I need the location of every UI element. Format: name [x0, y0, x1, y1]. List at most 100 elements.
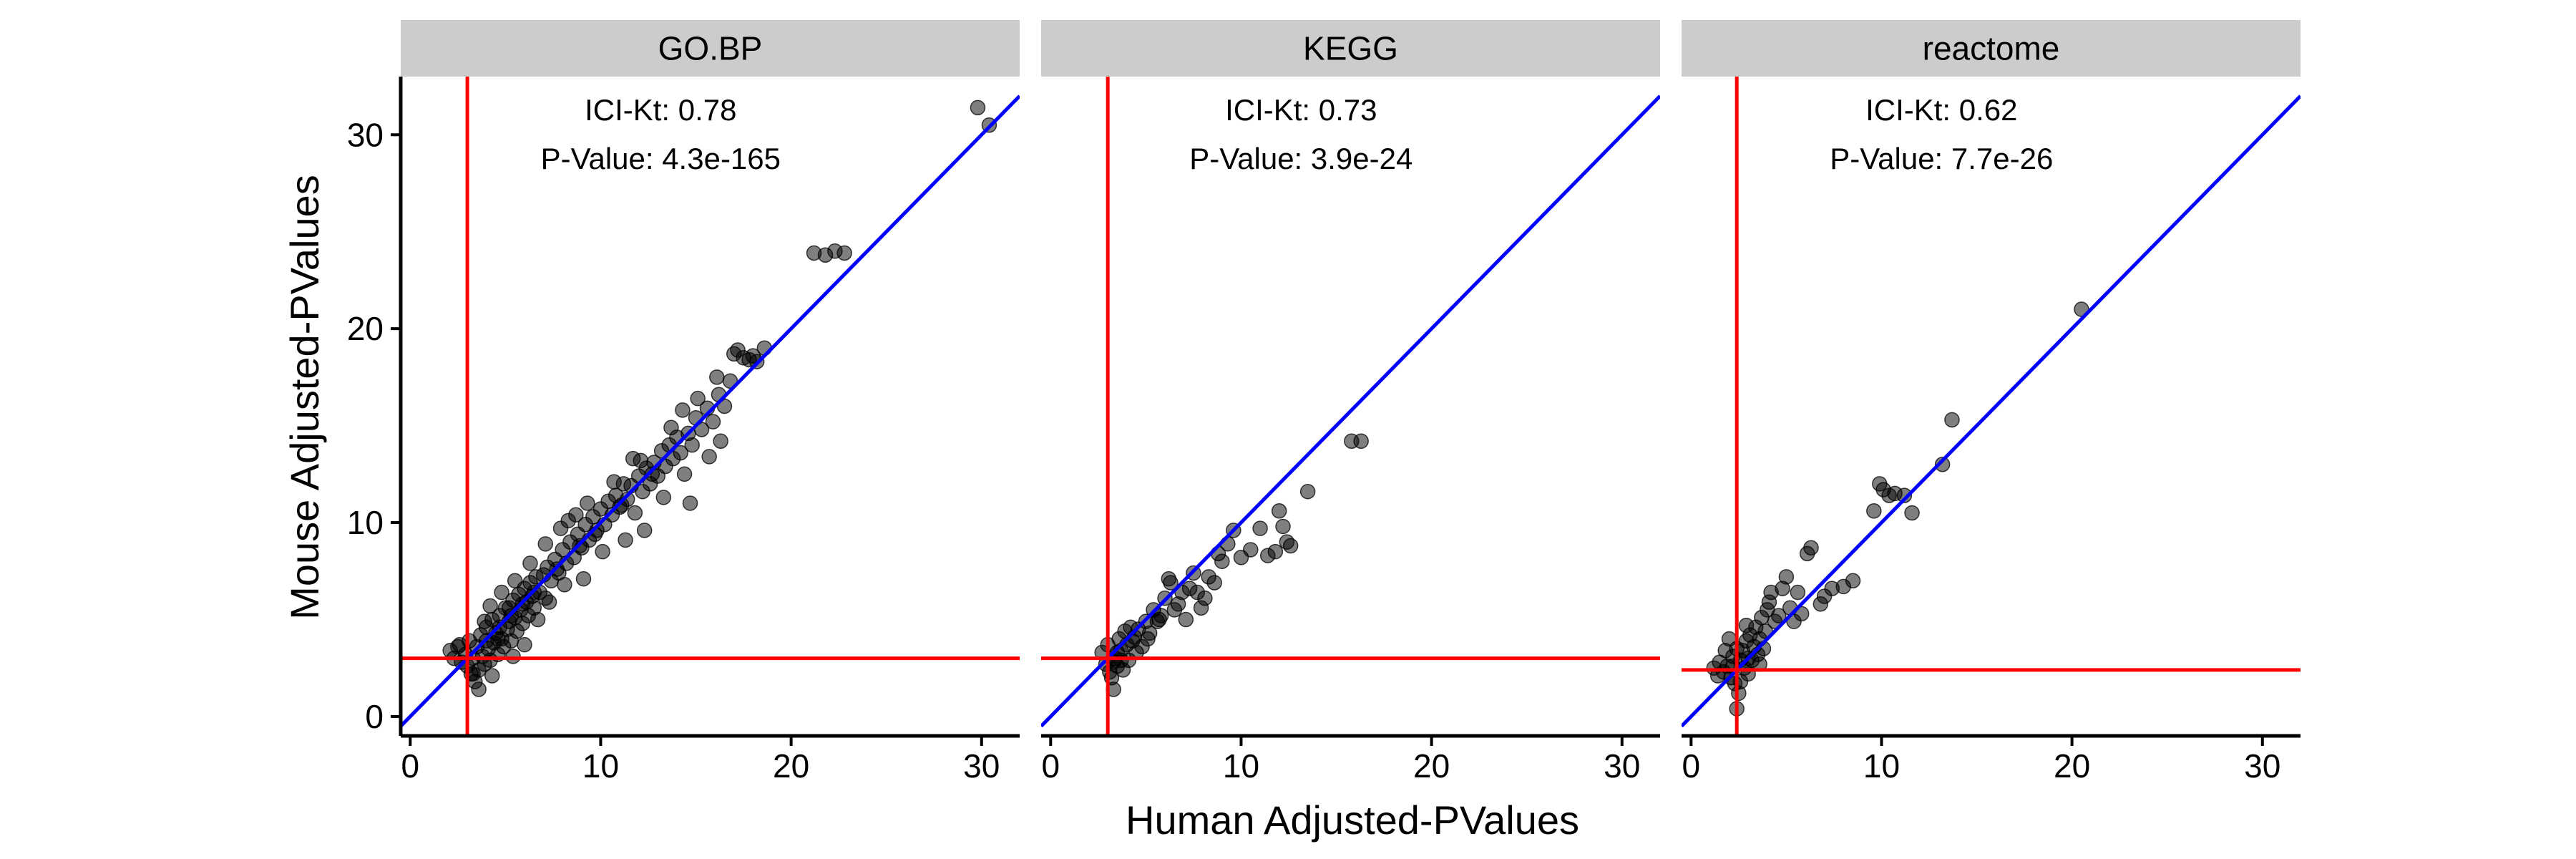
data-point: [1282, 538, 1299, 554]
data-point: [452, 636, 468, 653]
data-point: [1770, 608, 1787, 623]
data-point: [1803, 540, 1819, 555]
data-point: [1299, 483, 1316, 500]
data-point: [1738, 617, 1755, 634]
annotation-pvalue: P-Value: 3.9e-24: [1189, 142, 1413, 175]
data-point: [1866, 503, 1882, 519]
data-point: [673, 445, 688, 461]
data-point: [625, 450, 641, 467]
data-point: [1353, 433, 1369, 450]
identity-line: [1041, 94, 1660, 728]
data-point: [595, 543, 610, 560]
data-point: [970, 100, 986, 116]
x-axis-title: Human Adjusted-PValues: [1126, 797, 1579, 843]
data-point: [507, 573, 523, 589]
data-point: [701, 449, 717, 465]
x-tick-label: 10: [582, 747, 619, 785]
identity-line: [401, 94, 1020, 728]
panel-strip-label: GO.BP: [658, 30, 763, 67]
data-point: [1790, 584, 1806, 601]
annotation-kt: ICI-Kt: 0.78: [585, 93, 736, 127]
data-point: [675, 402, 691, 418]
data-point: [552, 520, 569, 536]
panel-strip-label: KEGG: [1303, 30, 1398, 67]
data-point: [713, 433, 728, 450]
panel-strip: [1682, 20, 2301, 77]
x-tick-label: 30: [1604, 747, 1640, 785]
data-point: [471, 681, 487, 697]
y-tick-label: 20: [347, 310, 384, 347]
y-tick-label: 10: [347, 504, 384, 541]
data-point: [522, 555, 538, 571]
y-tick-label: 0: [365, 698, 384, 735]
annotation-pvalue: P-Value: 4.3e-165: [541, 142, 781, 175]
data-point: [477, 613, 492, 629]
x-tick-label: 0: [401, 747, 420, 785]
data-point: [530, 611, 546, 628]
data-point: [1197, 590, 1213, 606]
data-point: [1206, 575, 1222, 591]
data-point: [1151, 611, 1167, 628]
data-point: [494, 584, 509, 601]
data-point: [1113, 652, 1129, 669]
data-point: [705, 414, 721, 430]
data-point: [537, 536, 554, 552]
data-point: [1271, 503, 1287, 519]
data-point: [1778, 569, 1795, 585]
data-point: [636, 523, 653, 538]
data-point: [517, 636, 532, 653]
x-tick-label: 30: [963, 747, 1000, 785]
panel-strip-label: reactome: [1923, 30, 2060, 67]
x-tick-label: 30: [2244, 747, 2280, 785]
data-point: [663, 419, 679, 436]
data-point: [676, 466, 693, 482]
panel-kegg: KEGG ICI-Kt: 0.73 P-Value: 3.9e-24 0 10 20 30: [1041, 20, 1660, 785]
panel-go-bp: GO.BP ICI-Kt: 0.78 P-Value: 4.3e-165 0 10 20 3…: [347, 20, 1020, 785]
x-tick-label: 10: [1223, 747, 1259, 785]
data-point: [644, 466, 660, 482]
y-tick-label: 30: [347, 116, 384, 153]
data-point: [1214, 553, 1230, 569]
data-point: [1896, 487, 1913, 503]
data-point: [1944, 412, 1960, 428]
data-point: [1140, 631, 1156, 647]
data-point: [482, 598, 498, 614]
data-point: [1845, 573, 1861, 589]
identity-line: [1682, 94, 2301, 728]
data-point: [568, 507, 584, 523]
x-tick-label: 10: [1863, 747, 1900, 785]
data-point: [606, 474, 622, 490]
data-point: [1243, 542, 1259, 558]
data-point: [836, 245, 852, 261]
annotation-kt: ICI-Kt: 0.73: [1225, 93, 1377, 127]
x-tick-label: 0: [1682, 747, 1701, 785]
y-axis-title: Mouse Adjusted-PValues: [282, 175, 327, 620]
data-point: [613, 497, 630, 513]
data-point: [484, 668, 500, 684]
data-point: [557, 576, 572, 593]
panel-plot-area: [1682, 77, 2301, 736]
x-tick-label: 20: [1413, 747, 1450, 785]
data-point: [575, 571, 592, 587]
data-point: [1934, 457, 1951, 472]
panel-strip: [1041, 20, 1660, 77]
panels: GO.BP ICI-Kt: 0.78 P-Value: 4.3e-165 0 10 20 3…: [347, 20, 2301, 785]
x-tick-label: 0: [1042, 747, 1060, 785]
data-point: [1163, 575, 1179, 591]
data-point: [655, 490, 672, 505]
panel-reactome: reactome ICI-Kt: 0.62 P-Value: 7.7e-26 0 10 2…: [1682, 20, 2301, 785]
x-tick-label: 20: [2054, 747, 2090, 785]
annotation-pvalue: P-Value: 7.7e-26: [1830, 142, 2053, 175]
data-point: [1267, 543, 1284, 560]
x-tick-label: 20: [773, 747, 809, 785]
data-point: [541, 594, 557, 610]
data-point: [709, 369, 725, 385]
data-point: [505, 649, 521, 664]
data-point: [580, 495, 595, 511]
data-point: [1275, 518, 1291, 535]
data-point: [682, 495, 698, 511]
data-point: [690, 390, 706, 407]
data-point: [627, 505, 643, 521]
data-point: [618, 532, 633, 548]
